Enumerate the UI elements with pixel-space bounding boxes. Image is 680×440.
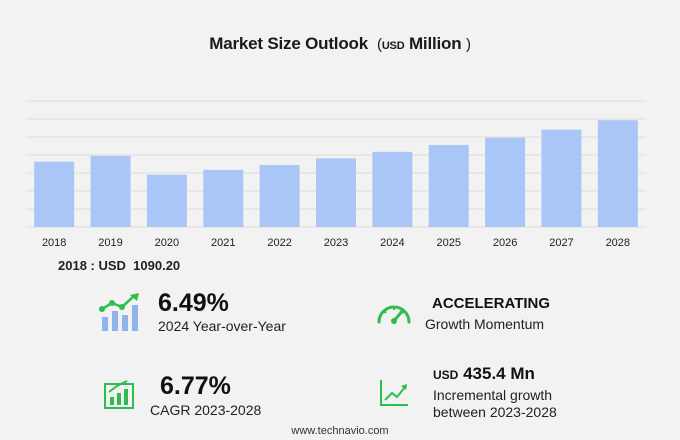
bar-2019 <box>90 155 131 227</box>
x-tick-2019: 2019 <box>98 237 122 249</box>
x-tick-2022: 2022 <box>267 237 291 249</box>
x-tick-2024: 2024 <box>380 237 404 249</box>
base-year-label: 2018 : USD <box>58 258 126 273</box>
x-tick-2023: 2023 <box>324 237 348 249</box>
x-tick-2025: 2025 <box>436 237 460 249</box>
bar-2025 <box>428 144 469 227</box>
footer-url: www.technavio.com <box>291 425 389 437</box>
x-tick-2027: 2027 <box>549 237 573 249</box>
base-year-number: 1090.20 <box>133 258 181 273</box>
x-tick-2020: 2020 <box>155 237 179 249</box>
incremental-label-2: between 2023-2028 <box>433 404 557 420</box>
momentum-value: ACCELERATING <box>432 295 551 312</box>
bar-2018 <box>34 161 75 227</box>
bar-chart: 2018 2019 2020 2021 2022 2023 2024 2025 2026 2027… <box>26 100 646 249</box>
incremental-prefix: USD <box>433 368 459 382</box>
incremental-label-1: Incremental growth <box>433 387 553 403</box>
bar-2022 <box>259 165 300 227</box>
cagr-value: 6.77% <box>160 372 231 400</box>
incremental-value: USD 435.4 Mn <box>433 364 535 384</box>
bar-2027 <box>541 129 582 227</box>
x-tick-2021: 2021 <box>211 237 235 249</box>
speedometer-icon <box>377 305 411 324</box>
chart-title: Market Size Outlook (USD Million ) <box>0 34 680 54</box>
base-year-value: 2018 : USD 1090.20 <box>58 258 180 273</box>
title-unit: Million <box>408 34 462 53</box>
incremental-number: 435.4 Mn <box>463 364 535 383</box>
x-tick-2026: 2026 <box>493 237 517 249</box>
bar-2020 <box>146 174 187 227</box>
trend-up-icon <box>380 380 408 406</box>
bar-chart-box-icon <box>104 380 134 409</box>
rising-bars-icon <box>99 293 139 331</box>
bar-2028 <box>597 120 638 227</box>
bar-2023 <box>316 158 356 227</box>
x-tick-2018: 2018 <box>42 237 66 249</box>
x-tick-2028: 2028 <box>606 237 630 249</box>
title-unit-prefix: USD <box>381 40 405 52</box>
bar-2024 <box>372 151 413 227</box>
cagr-label: CAGR 2023-2028 <box>150 402 262 418</box>
bar-2021 <box>203 169 244 227</box>
yoy-label: 2024 Year-over-Year <box>158 318 286 334</box>
chart-title-text: Market Size Outlook <box>209 34 368 53</box>
chart-title-unit: (USD Million ) <box>377 34 471 53</box>
yoy-value: 6.49% <box>158 289 229 317</box>
momentum-label: Growth Momentum <box>425 316 545 332</box>
bar-2026 <box>485 137 526 227</box>
